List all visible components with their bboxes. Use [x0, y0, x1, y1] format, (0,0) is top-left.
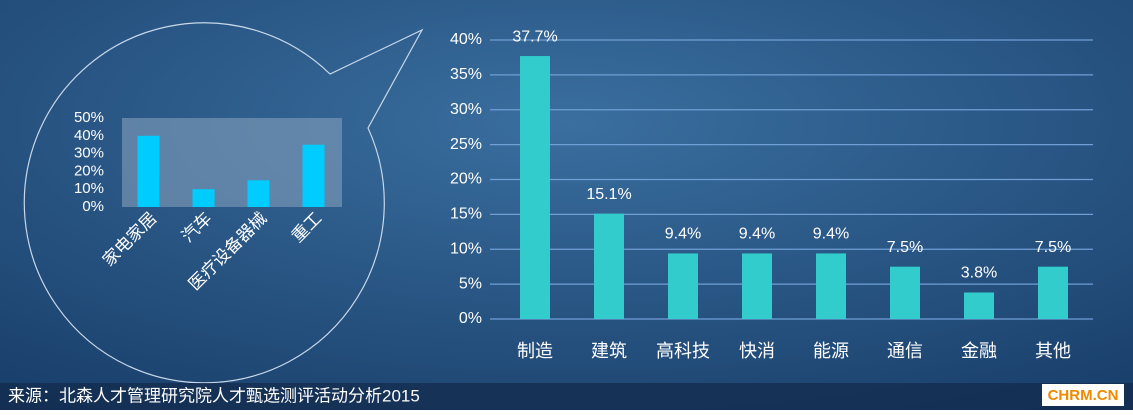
- x-tick-label: 通信: [887, 341, 923, 361]
- bar: [1038, 266, 1068, 319]
- value-label: 9.4%: [665, 226, 701, 243]
- x-tick-label: 建筑: [591, 341, 627, 361]
- y-tick-label: 30%: [74, 145, 104, 162]
- footer: [0, 383, 1133, 410]
- bar: [302, 144, 325, 207]
- value-label: 3.8%: [961, 265, 997, 282]
- bar: [594, 213, 624, 319]
- speech-bubble: [23, 22, 424, 384]
- watermark: CHRM.CN: [1048, 387, 1119, 404]
- y-tick-label: 10%: [74, 180, 104, 197]
- y-tick-label: 25%: [450, 136, 482, 153]
- bar: [247, 180, 270, 207]
- y-tick-label: 50%: [74, 109, 104, 126]
- bar: [890, 266, 920, 319]
- bar: [964, 292, 994, 319]
- watermark-box: [1042, 384, 1124, 406]
- y-tick-label: 10%: [450, 240, 482, 257]
- y-tick-label: 40%: [450, 31, 482, 48]
- value-label: 9.4%: [739, 226, 775, 243]
- value-label: 7.5%: [1035, 239, 1071, 256]
- y-tick-label: 20%: [450, 171, 482, 188]
- x-tick-label: 制造: [517, 341, 553, 361]
- source: 来源：北森人才管理研究院人才甄选测评活动分析2015: [8, 386, 420, 405]
- y-tick-label: 35%: [450, 66, 482, 83]
- x-tick-label: 高科技: [656, 341, 710, 361]
- bar: [192, 189, 215, 207]
- value-label: 15.1%: [586, 186, 631, 203]
- bar: [668, 253, 698, 319]
- x-tick-label: 其他: [1035, 341, 1071, 361]
- y-tick-label: 5%: [459, 275, 482, 292]
- y-tick-label: 20%: [74, 162, 104, 179]
- y-tick-label: 0%: [459, 310, 482, 327]
- bar: [742, 253, 772, 319]
- value-label: 9.4%: [813, 226, 849, 243]
- y-tick-label: 15%: [450, 206, 482, 223]
- bar: [816, 253, 846, 319]
- bar: [137, 135, 160, 207]
- bar: [520, 56, 550, 319]
- x-tick-label: 快消: [739, 341, 775, 361]
- value-label: 37.7%: [512, 28, 557, 45]
- y-tick-label: 30%: [450, 101, 482, 118]
- x-tick-label: 金融: [961, 341, 997, 361]
- y-tick-label: 0%: [82, 198, 104, 215]
- y-tick-label: 40%: [74, 127, 104, 144]
- x-tick-label: 能源: [813, 341, 849, 361]
- value-label: 7.5%: [887, 239, 923, 256]
